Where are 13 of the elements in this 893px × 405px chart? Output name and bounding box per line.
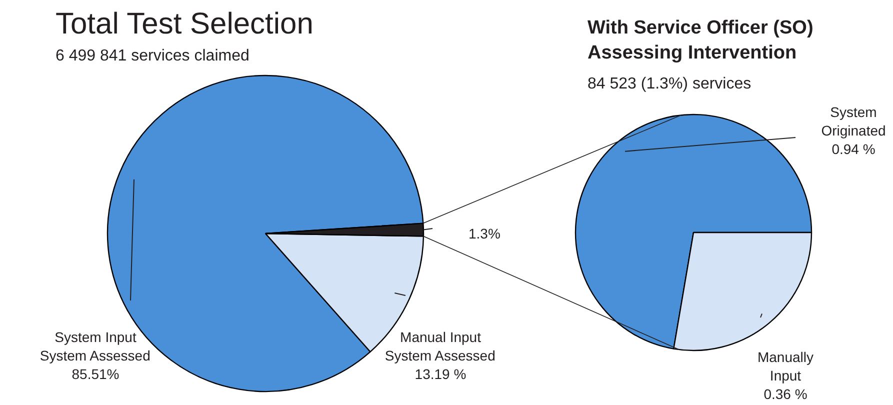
chart-title: With Service Officer (SO) Assessing Intervention (588, 18, 814, 64)
slice-label: System Originated (821, 104, 886, 138)
data-label: 0.94 % (832, 140, 876, 157)
chart-title: Total Test Selection (56, 8, 314, 40)
chart-subtitle: 84 523 (1.3%) services (588, 76, 752, 92)
data-label: 85.51% (72, 366, 120, 382)
data-label: 1.3% (468, 226, 500, 242)
data-label: 13.19 % (414, 366, 466, 382)
data-label: 0.36 % (764, 386, 808, 402)
slice-label: Manually Input (757, 349, 814, 384)
slice-label: System Input System Assessed (40, 329, 150, 364)
slice-label: Manual Input System Assessed (384, 329, 496, 364)
chart-subtitle: 6 499 841 services claimed (56, 48, 250, 64)
